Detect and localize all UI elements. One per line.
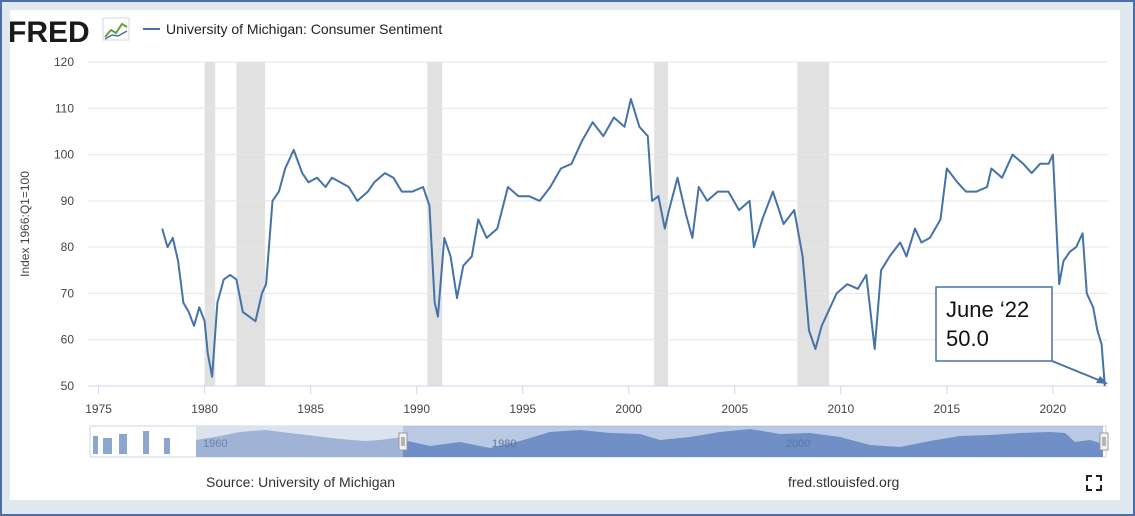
legend-label: University of Michigan: Consumer Sentime… [166, 21, 442, 37]
x-tick-label: 2005 [721, 402, 748, 416]
source-text: Source: University of Michigan [206, 474, 395, 490]
navigator-bar [143, 431, 149, 454]
y-tick-label: 50 [61, 379, 75, 393]
y-tick-label: 100 [54, 148, 74, 162]
navigator-bar [119, 434, 127, 454]
recession-band [654, 62, 668, 386]
site-link[interactable]: fred.stlouisfed.org [788, 474, 899, 490]
annotation-arrow [1051, 360, 1102, 382]
y-axis-ticks: 50 60 70 80 90 100 110 120 [54, 55, 74, 393]
recession-band [797, 62, 830, 386]
y-tick-label: 90 [61, 194, 75, 208]
navigator-bar [93, 436, 98, 454]
x-tick-label: 2015 [933, 402, 960, 416]
navigator-bar [103, 438, 112, 454]
navigator-label-mid: 1980 [492, 438, 516, 450]
recession-band [236, 62, 266, 386]
x-tick-label: 2020 [1040, 402, 1067, 416]
x-tick-label: 1995 [509, 402, 536, 416]
series-line-consumer-sentiment [161, 98, 1106, 387]
navigator-handle-right[interactable] [1099, 432, 1109, 451]
navigator-handle-left[interactable] [398, 432, 408, 451]
y-tick-label: 80 [61, 240, 75, 254]
y-tick-label: 60 [61, 333, 75, 347]
annotation-date: June ‘22 [946, 297, 1029, 322]
fred-logo: FRED [8, 16, 90, 49]
x-tick-label: 1985 [297, 402, 324, 416]
fullscreen-icon[interactable] [1085, 474, 1103, 492]
navigator-label-right: 2000 [786, 438, 810, 450]
x-tick-label: 1990 [403, 402, 430, 416]
navigator[interactable]: 1960 1980 2000 [89, 425, 1109, 458]
x-axis-ticks: 1975 1980 1985 1990 1995 2000 2005 2010 2015 2020 [85, 386, 1067, 416]
x-tick-label: 1975 [85, 402, 112, 416]
x-tick-label: 2000 [615, 402, 642, 416]
annotation-box [935, 286, 1053, 362]
recession-bands [204, 62, 830, 386]
navigator-left-area [196, 430, 403, 457]
x-tick-label: 1980 [191, 402, 218, 416]
y-tick-label: 120 [54, 55, 74, 69]
y-axis-title: Index 1966:Q1=100 [18, 171, 32, 277]
annotation-arrowhead [1096, 376, 1108, 384]
annotation-value: 50.0 [946, 326, 989, 351]
y-tick-label: 110 [55, 101, 74, 115]
navigator-bar [164, 438, 170, 454]
recession-band [204, 62, 216, 386]
navigator-label-left: 1960 [203, 438, 227, 450]
x-tick-label: 2010 [827, 402, 854, 416]
y-tick-label: 70 [61, 286, 75, 300]
navigator-selected-area [403, 429, 1103, 457]
mini-line-chart-icon [102, 17, 130, 41]
